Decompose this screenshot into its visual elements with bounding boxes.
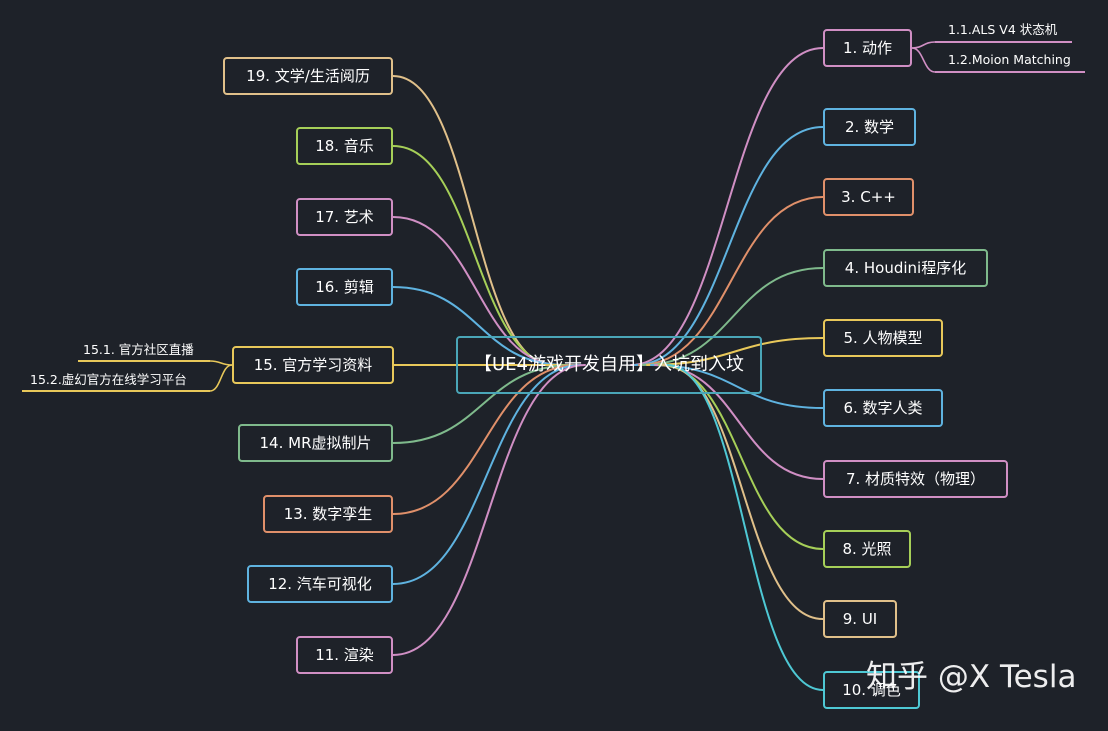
branch-node-left-12[interactable]: 12. 汽车可视化	[247, 565, 393, 603]
sub-node-15-2[interactable]: 15.2.虚幻官方在线学习平台	[30, 372, 187, 387]
connector-left-11	[392, 364, 586, 656]
branch-node-right-1[interactable]: 1. 动作	[823, 29, 912, 67]
branch-node-right-4[interactable]: 4. Houdini程序化	[823, 249, 988, 287]
branch-node-right-3[interactable]: 3. C++	[823, 178, 914, 216]
branch-node-left-14[interactable]: 14. MR虚拟制片	[238, 424, 393, 462]
branch-node-left-19[interactable]: 19. 文学/生活阅历	[223, 57, 393, 95]
branch-node-right-5[interactable]: 5. 人物模型	[823, 319, 943, 357]
watermark: 知乎 @X Tesla	[866, 659, 1077, 695]
branch-node-left-17[interactable]: 17. 艺术	[296, 198, 393, 236]
sub-connector-1-2	[911, 47, 936, 73]
connector-right-10	[666, 364, 824, 691]
branch-node-left-13[interactable]: 13. 数字孪生	[263, 495, 393, 533]
sub-node-1-1[interactable]: 1.1.ALS V4 状态机	[948, 22, 1058, 37]
branch-node-right-7[interactable]: 7. 材质特效（物理）	[823, 460, 1008, 498]
branch-node-right-10[interactable]: 10. 调色	[823, 671, 920, 709]
branch-node-right-2[interactable]: 2. 数学	[823, 108, 916, 146]
branch-node-left-11[interactable]: 11. 渲染	[296, 636, 393, 674]
connector-right-2	[634, 126, 824, 366]
branch-node-left-15[interactable]: 15. 官方学习资料	[232, 346, 394, 384]
sub-connector-1-1	[911, 41, 936, 49]
connector-left-12	[392, 364, 582, 585]
sub-node-15-1[interactable]: 15.1. 官方社区直播	[83, 342, 194, 357]
branch-node-left-18[interactable]: 18. 音乐	[296, 127, 393, 165]
sub-node-1-2[interactable]: 1.2.Moion Matching	[948, 52, 1071, 67]
connector-right-1	[630, 47, 824, 366]
connector-right-9	[662, 364, 824, 620]
branch-node-right-6[interactable]: 6. 数字人类	[823, 389, 943, 427]
connector-left-19	[392, 75, 554, 366]
connector-left-18	[392, 145, 558, 366]
branch-node-left-16[interactable]: 16. 剪辑	[296, 268, 393, 306]
branch-node-right-9[interactable]: 9. UI	[823, 600, 897, 638]
sub-connector-15-1	[209, 360, 233, 366]
sub-connector-15-2	[209, 364, 233, 392]
central-topic[interactable]: 【UE4游戏开发自用】入坑到入坟	[456, 336, 762, 394]
branch-node-right-8[interactable]: 8. 光照	[823, 530, 911, 568]
